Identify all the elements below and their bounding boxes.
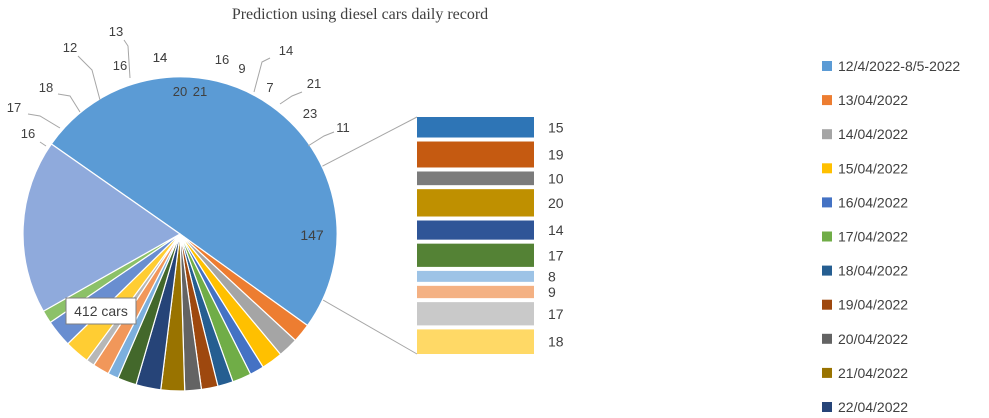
legend-label: 12/4/2022-8/5-2022 xyxy=(838,58,960,74)
legend-swatch xyxy=(822,163,832,174)
breakdown-label: 17 xyxy=(548,306,564,322)
leader-line xyxy=(279,91,303,105)
data-label: 9 xyxy=(238,61,245,76)
data-label: 7 xyxy=(266,80,273,95)
legend-swatch xyxy=(822,61,832,71)
data-label: 147 xyxy=(300,227,324,243)
leader-line xyxy=(57,93,81,113)
leader-line xyxy=(27,113,61,129)
data-label: 14 xyxy=(153,50,167,65)
breakdown-label: 20 xyxy=(548,195,564,211)
breakdown-label: 15 xyxy=(548,119,564,135)
pie-slices xyxy=(22,76,338,392)
legend-swatch xyxy=(822,129,832,140)
legend-label: 20/04/2022 xyxy=(838,331,908,347)
leader-line xyxy=(77,55,101,101)
legend-swatch xyxy=(822,299,832,310)
leader-line xyxy=(253,57,271,93)
data-label: 16 xyxy=(21,126,35,141)
breakdown-label: 17 xyxy=(548,247,564,263)
data-label: 23 xyxy=(303,106,317,121)
data-label-box xyxy=(65,297,137,325)
data-label: 11 xyxy=(336,120,350,135)
legend-label: 21/04/2022 xyxy=(838,365,908,381)
breakdown-segment xyxy=(417,243,534,267)
breakdown-segment xyxy=(417,302,534,326)
legend-swatch xyxy=(822,231,832,242)
chart-legend: 12/4/2022-8/5-2022 13/04/2022 14/04/2022 15… xyxy=(822,58,960,415)
data-label: 21 xyxy=(193,84,207,99)
legend-label: 22/04/2022 xyxy=(838,399,908,415)
breakdown-bar: 15 19 10 20 14 17 89 17 18 xyxy=(417,117,564,354)
data-label: 21 xyxy=(307,76,321,91)
legend-label: 18/04/2022 xyxy=(838,263,908,279)
data-label: 16 xyxy=(215,52,229,67)
data-label: 412 cars xyxy=(74,303,128,319)
data-label: 18 xyxy=(39,80,53,95)
breakdown-segment xyxy=(417,117,534,138)
pie-slice xyxy=(22,143,182,313)
breakdown-segment xyxy=(417,329,534,354)
legend-label: 14/04/2022 xyxy=(838,126,908,142)
legend-swatch xyxy=(822,197,832,208)
breakdown-segment xyxy=(417,285,534,299)
breakdown-label: 18 xyxy=(548,334,564,350)
breakdown-segment xyxy=(417,171,534,186)
legend-swatch xyxy=(822,265,832,276)
data-label: 16 xyxy=(113,58,127,73)
breakdown-segment xyxy=(417,270,534,282)
leader-line xyxy=(123,39,131,79)
legend-swatch xyxy=(822,333,832,344)
legend-swatch xyxy=(822,402,832,412)
data-label: 14 xyxy=(153,50,167,65)
legend-swatch xyxy=(822,95,832,106)
breakdown-label: 10 xyxy=(548,170,564,186)
legend-label: 17/04/2022 xyxy=(838,229,908,245)
breakdown-label: 8 xyxy=(548,268,556,284)
breakdown-segment xyxy=(417,220,534,240)
data-label: 17 xyxy=(7,100,21,115)
leader-line xyxy=(39,141,47,147)
legend-label: 19/04/2022 xyxy=(838,297,908,313)
breakdown-label: 9 xyxy=(548,284,556,300)
legend-label: 16/04/2022 xyxy=(838,194,908,210)
legend-label: 15/04/2022 xyxy=(838,160,908,176)
breakdown-segment xyxy=(417,141,534,168)
data-label: 13 xyxy=(109,24,123,39)
leader-line xyxy=(307,131,335,147)
data-label: 12 xyxy=(63,40,77,55)
breakdown-label: 14 xyxy=(548,222,564,238)
breakdown-segment xyxy=(417,189,534,217)
pie-slice xyxy=(50,76,338,327)
legend-swatch xyxy=(822,367,832,378)
data-label: 20 xyxy=(173,84,187,99)
legend-label: 13/04/2022 xyxy=(838,92,908,108)
chart-title: Prediction using diesel cars daily recor… xyxy=(232,6,488,23)
breakdown-label: 19 xyxy=(548,147,564,163)
data-label: 14 xyxy=(279,43,293,58)
